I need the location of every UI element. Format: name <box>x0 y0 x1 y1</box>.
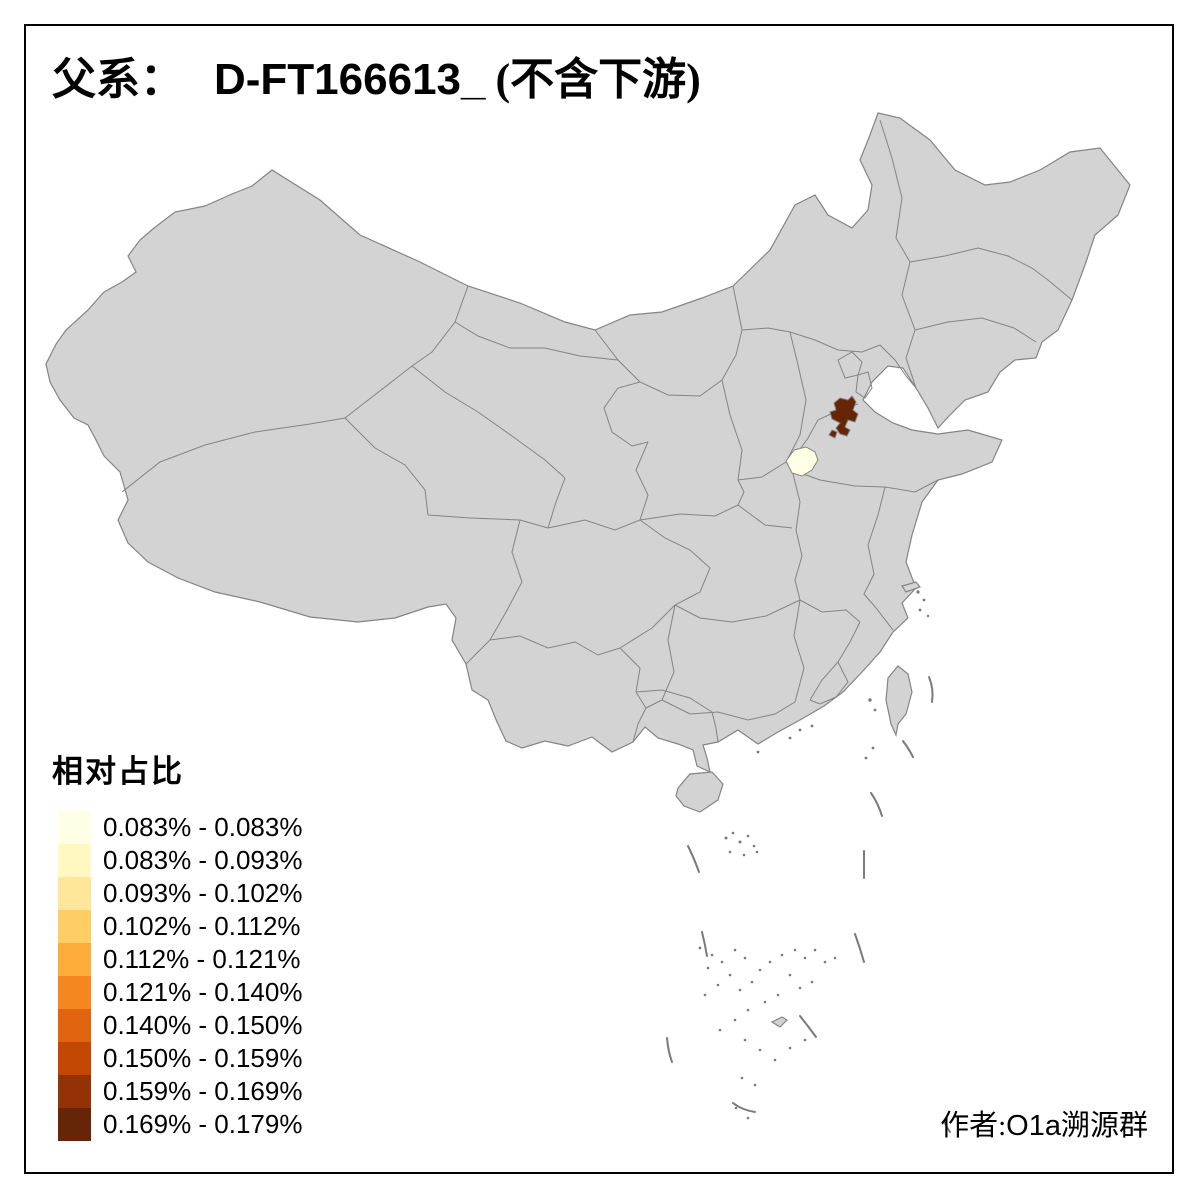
nine-dash-line <box>666 676 951 1133</box>
attribution-code: O1a <box>1006 1110 1061 1142</box>
legend-row: 0.150% - 0.159% <box>58 1042 302 1075</box>
legend-range-label: 0.093% - 0.102% <box>103 878 303 908</box>
legend-row: 0.102% - 0.112% <box>58 910 302 943</box>
legend-swatch <box>58 943 91 976</box>
legend-swatch <box>58 1009 91 1042</box>
legend-rows: 0.083% - 0.083% 0.083% - 0.093% 0.093% - 0… <box>58 811 302 1141</box>
attribution: 作者:O1a溯源群 <box>940 1102 1148 1144</box>
legend-swatch <box>58 1075 91 1108</box>
legend-range-label: 0.140% - 0.150% <box>103 1010 303 1040</box>
china-mainland <box>45 112 1131 774</box>
legend-range-label: 0.102% - 0.112% <box>103 911 301 941</box>
title-prefix: 父系： <box>52 55 184 104</box>
legend-swatch <box>58 844 91 877</box>
legend-row: 0.159% - 0.169% <box>58 1075 302 1108</box>
chongming-island <box>901 581 921 593</box>
province-borders <box>121 119 1073 743</box>
legend-range-label: 0.112% - 0.121% <box>103 944 301 974</box>
legend-range-label: 0.169% - 0.179% <box>103 1109 303 1139</box>
attribution-prefix: 作者: <box>940 1110 1007 1142</box>
legend-range-label: 0.121% - 0.140% <box>103 977 303 1007</box>
attribution-suffix: 溯源群 <box>1060 1110 1148 1142</box>
highlighted-regions <box>785 395 859 477</box>
legend-title: 相对占比 <box>52 754 184 789</box>
legend: 相对占比 0.083% - 0.083% 0.083% - 0.093% 0.093… <box>52 746 302 1141</box>
islet-specks <box>698 590 930 1120</box>
legend-swatch <box>58 811 91 844</box>
legend-row: 0.121% - 0.140% <box>58 976 302 1009</box>
legend-row: 0.112% - 0.121% <box>58 943 302 976</box>
legend-swatch <box>58 910 91 943</box>
title-haplogroup-code: D-FT166613_ <box>214 55 486 104</box>
legend-range-label: 0.159% - 0.169% <box>103 1076 303 1106</box>
legend-range-label: 0.083% - 0.083% <box>103 812 303 842</box>
legend-row: 0.140% - 0.150% <box>58 1009 302 1042</box>
legend-range-label: 0.150% - 0.159% <box>103 1043 303 1073</box>
highlighted-prefecture-dark-islet <box>828 429 838 439</box>
legend-row: 0.083% - 0.093% <box>58 844 302 877</box>
highlighted-prefecture-dark <box>829 395 859 437</box>
page-title: 父系： D-FT166613_ (不含下游) <box>52 55 701 104</box>
legend-row: 0.083% - 0.083% <box>58 811 302 844</box>
legend-row: 0.169% - 0.179% <box>58 1108 302 1141</box>
plot-frame <box>24 24 1174 1174</box>
title-suffix: (不含下游) <box>495 55 701 104</box>
taiwan-island <box>885 665 913 737</box>
legend-swatch <box>58 877 91 910</box>
highlighted-prefecture-pale <box>785 446 819 477</box>
spratly-islet <box>770 1016 788 1028</box>
legend-swatch <box>58 1108 91 1141</box>
hainan-island <box>675 771 724 813</box>
legend-swatch <box>58 976 91 1009</box>
legend-swatch <box>58 1042 91 1075</box>
legend-row: 0.093% - 0.102% <box>58 877 302 910</box>
legend-range-label: 0.083% - 0.093% <box>103 845 303 875</box>
